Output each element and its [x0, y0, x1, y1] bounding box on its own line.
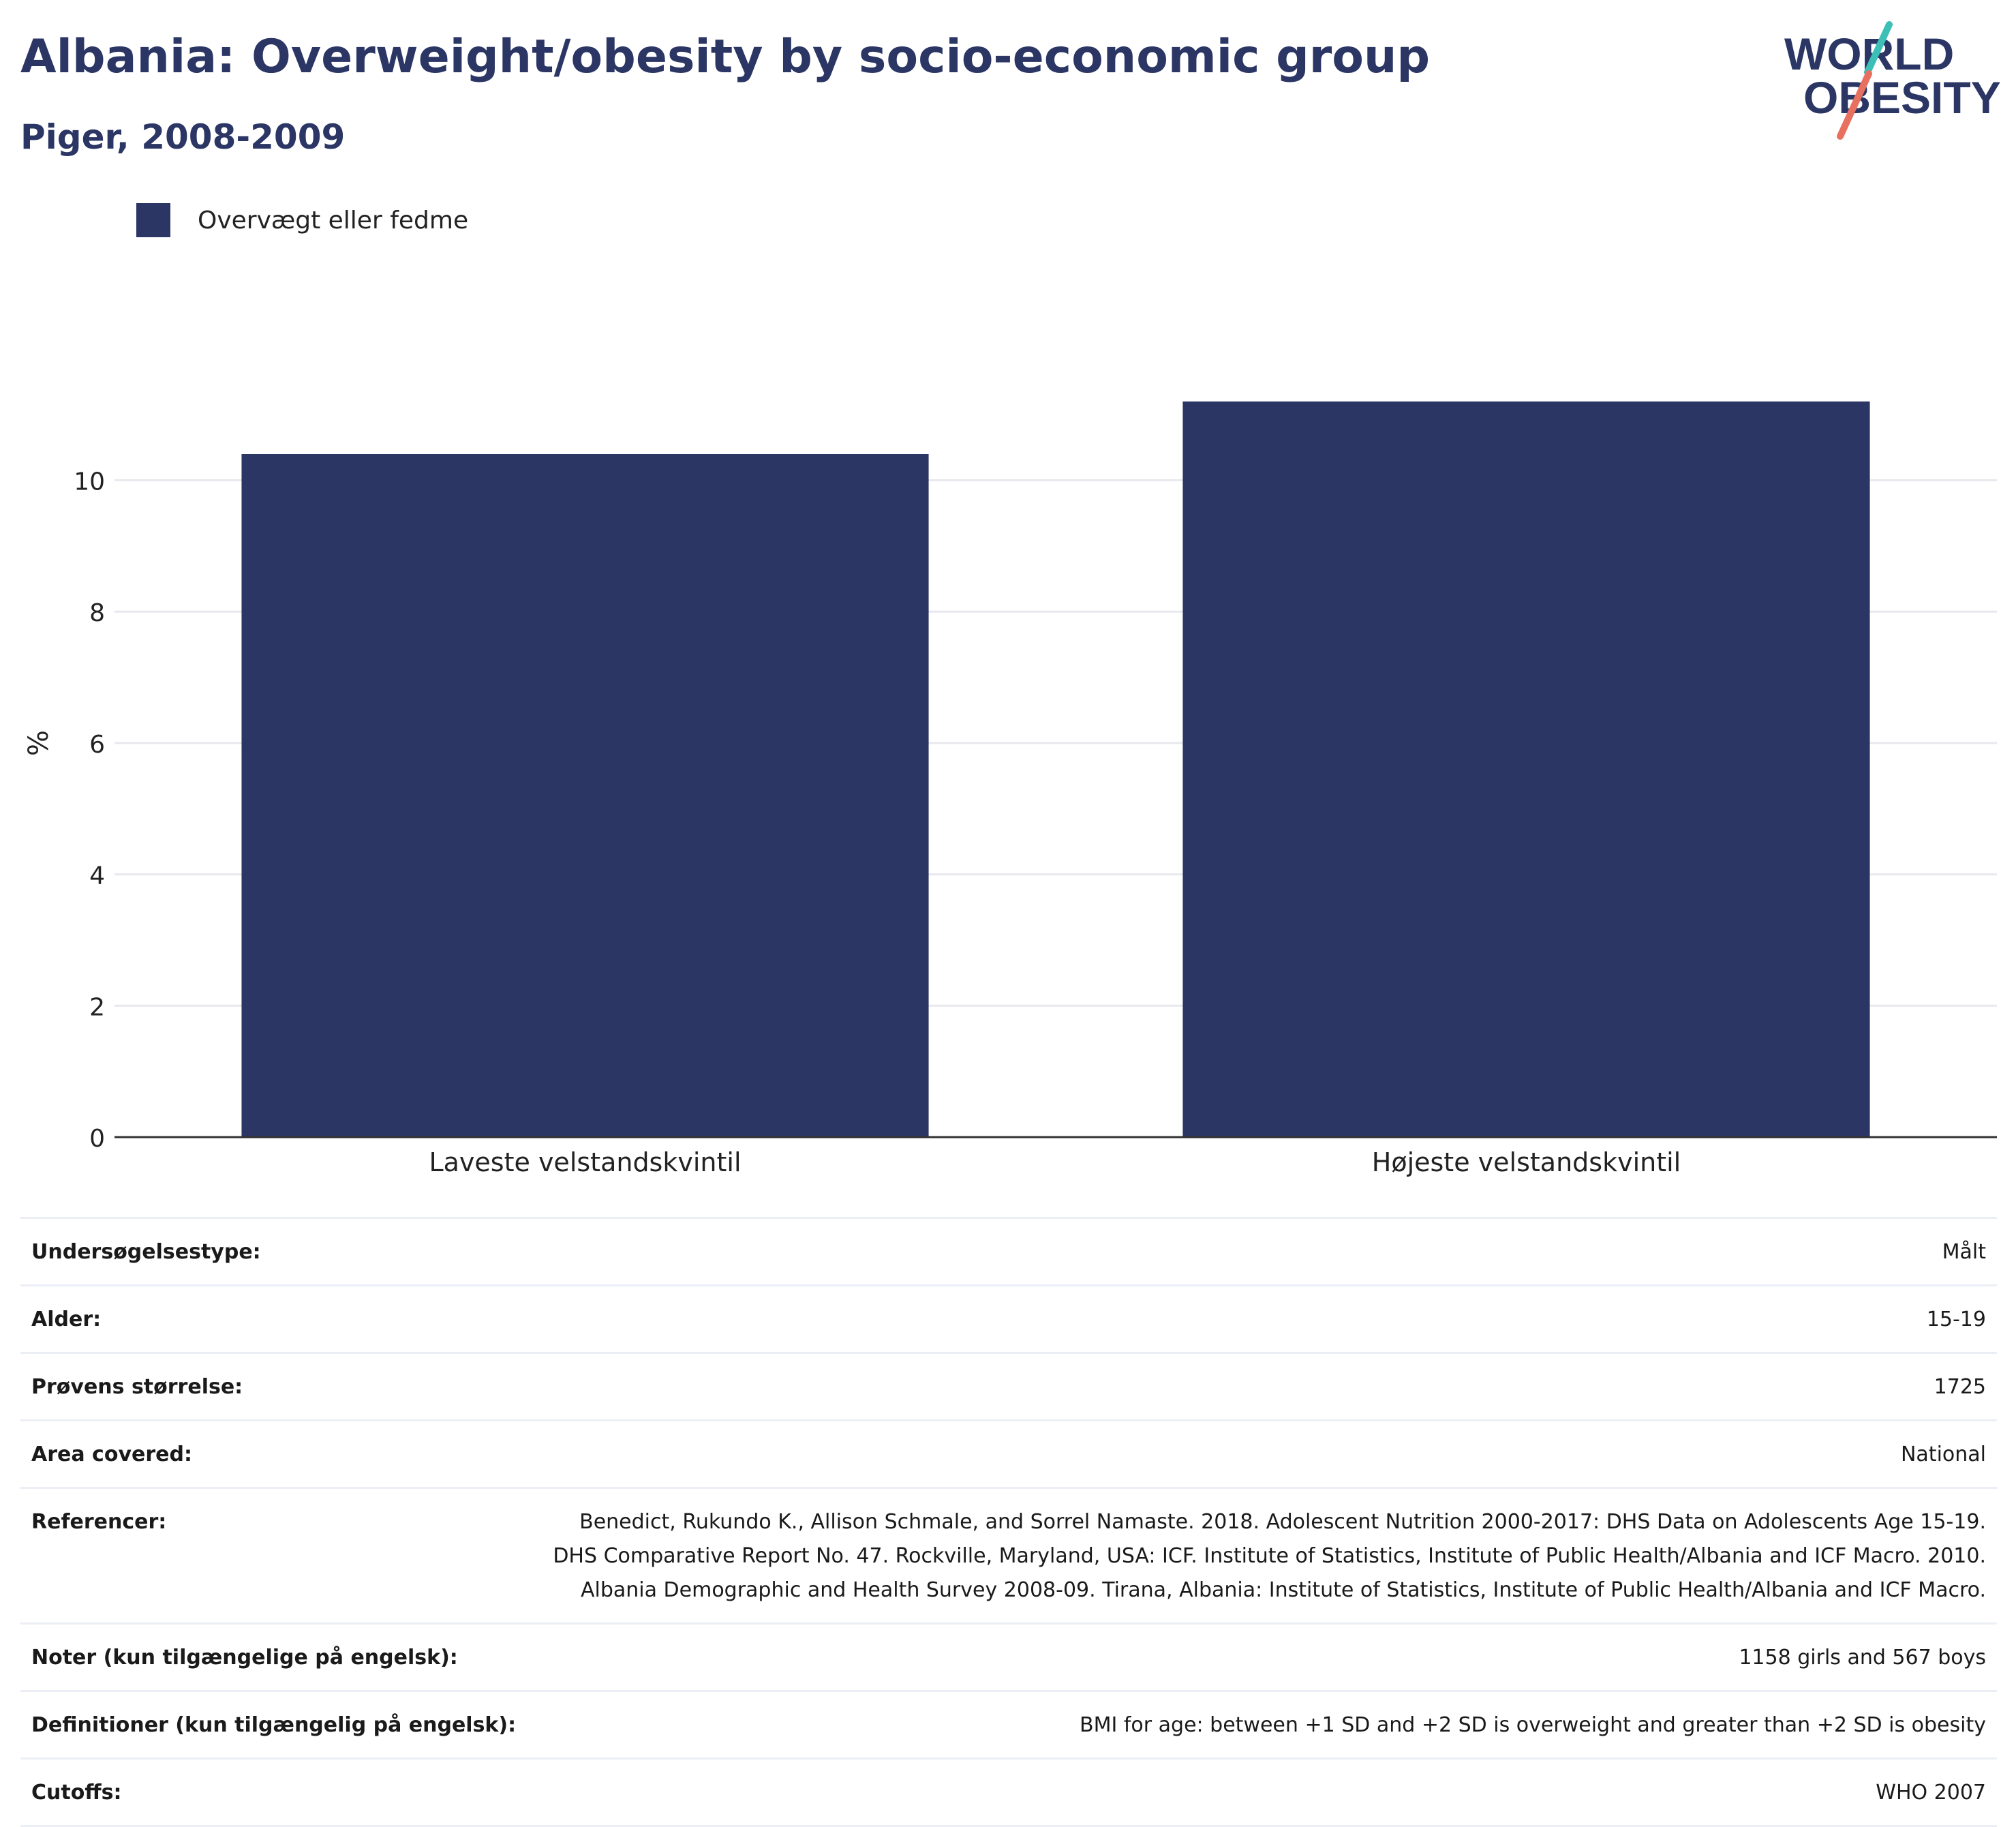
x-tick-label: Højeste velstandskvintil [1372, 1147, 1681, 1177]
info-label: Undersøgelsestype: [20, 1217, 528, 1286]
survey-info-table: Undersøgelsestype: Målt Alder: 15-19 Prøvens… [20, 1217, 1997, 1827]
info-value: Benedict, Rukundo K., Allison Schmale, a… [527, 1487, 1997, 1624]
page-subtitle: Piger, 2008-2009 [20, 117, 346, 157]
bar [1182, 401, 1870, 1138]
info-row: Definitioner (kun tilgængelig på engelsk… [20, 1690, 1997, 1759]
info-value: 1725 [527, 1352, 1997, 1421]
bar-chart: 0 2 4 6 8 10 Laveste velstandskvintil Højeste … [23, 401, 1997, 1177]
info-label: Cutoffs: [20, 1757, 528, 1827]
info-value: BMI for age: between +1 SD and +2 SD is … [527, 1690, 1997, 1759]
x-tick-label: Laveste velstandskvintil [429, 1147, 741, 1177]
page-title: Albania: Overweight/obesity by socio-eco… [20, 30, 1431, 84]
y-tick-label: 2 [89, 993, 105, 1021]
legend-swatch [136, 203, 170, 237]
y-tick-label: 6 [89, 731, 105, 759]
info-label: Prøvens størrelse: [20, 1352, 528, 1421]
y-tick-label: 0 [89, 1125, 105, 1153]
bars [241, 401, 1870, 1138]
y-tick-label: 10 [74, 468, 105, 496]
info-row: Alder: 15-19 [20, 1284, 1997, 1353]
info-label: Area covered: [20, 1419, 528, 1488]
chart-legend: Overvægt eller fedme [136, 203, 468, 237]
info-table-body: Undersøgelsestype: Målt Alder: 15-19 Prøvens… [20, 1217, 1997, 1827]
y-tick-label: 8 [89, 599, 105, 627]
logo-slash-coral [1837, 70, 1872, 140]
info-value: 15-19 [527, 1284, 1997, 1353]
info-label: Noter (kun tilgængelige på engelsk): [20, 1622, 528, 1691]
world-obesity-logo: WORLD OBESITY [1784, 21, 2001, 140]
info-value: National [527, 1419, 1997, 1488]
info-value: Målt [527, 1217, 1997, 1286]
bar [241, 453, 929, 1137]
info-row: Noter (kun tilgængelige på engelsk): 1158… [20, 1622, 1997, 1691]
info-label: Alder: [20, 1284, 528, 1353]
info-row: Cutoffs: WHO 2007 [20, 1757, 1997, 1827]
info-row: Undersøgelsestype: Målt [20, 1217, 1997, 1286]
y-axis-title: % [23, 730, 55, 756]
y-tick-labels: 0 2 4 6 8 10 [74, 468, 105, 1153]
info-label: Definitioner (kun tilgængelig på engelsk… [20, 1690, 528, 1759]
info-label: Referencer: [20, 1487, 528, 1624]
logo-slash-teal [1864, 21, 1893, 76]
info-row: Area covered: National [20, 1419, 1997, 1488]
x-tick-labels: Laveste velstandskvintil Højeste velstand… [429, 1147, 1681, 1177]
info-value: 1158 girls and 567 boys [527, 1622, 1997, 1691]
legend-label: Overvægt eller fedme [198, 206, 469, 235]
info-row: Prøvens størrelse: 1725 [20, 1352, 1997, 1421]
y-tick-label: 4 [89, 862, 105, 890]
info-value: WHO 2007 [527, 1757, 1997, 1827]
info-row: Referencer: Benedict, Rukundo K., Allison… [20, 1487, 1997, 1624]
logo-text-obesity: OBESITY [1803, 72, 2001, 123]
